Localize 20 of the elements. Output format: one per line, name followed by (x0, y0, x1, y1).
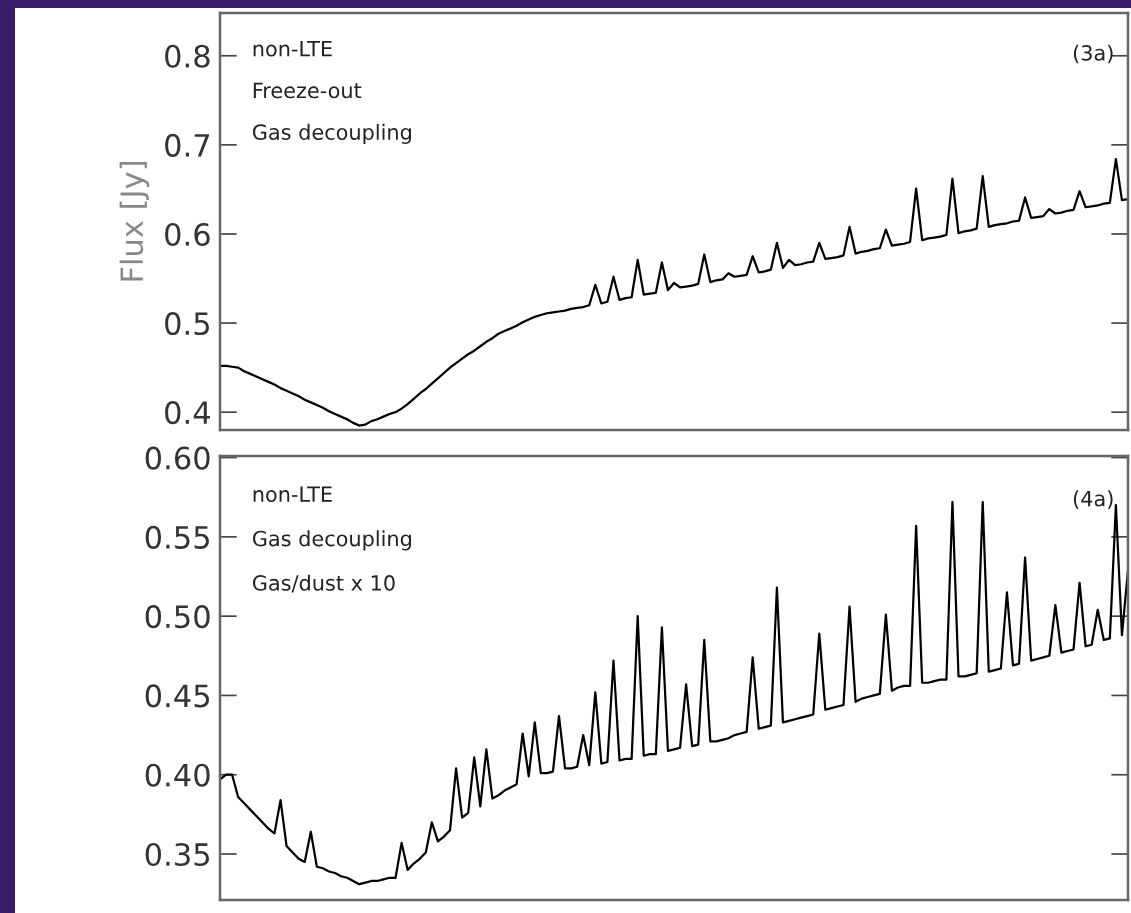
y-tick-label: 0.50 (145, 605, 210, 629)
y-tick-label: 0.6 (165, 222, 210, 247)
y-axis-title: Flux [Jy] (119, 162, 150, 281)
y-tick-label: 0.8 (165, 44, 210, 68)
annotation: (4a) (1073, 490, 1113, 509)
annotation: non-LTE (253, 41, 332, 57)
y-tick-label: 0.5 (165, 312, 209, 336)
y-tick-label: 0.35 (145, 842, 209, 867)
y-tick-label: 0.40 (145, 763, 210, 787)
annotation: Freeze-out (253, 82, 362, 99)
y-tick-label: 0.60 (145, 446, 210, 470)
y-tick-label: 0.45 (145, 684, 209, 708)
y-tick-label: 0.7 (165, 133, 210, 157)
annotation: Gas decoupling (252, 530, 411, 551)
annotation: Gas/dust x 10 (252, 574, 395, 593)
annotation: Gas decoupling (252, 123, 411, 145)
y-tick-label: 0.55 (145, 525, 209, 549)
y-tick-label: 0.4 (165, 401, 210, 425)
annotation: non-LTE (253, 486, 332, 502)
annotation: (3a) (1073, 44, 1113, 64)
